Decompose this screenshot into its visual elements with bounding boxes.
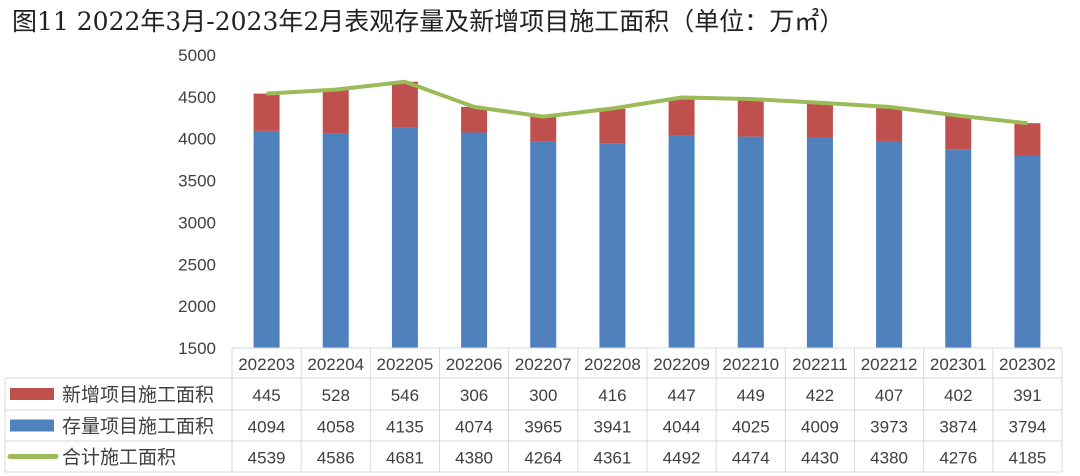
data-cell: 402	[944, 386, 972, 405]
bar-existing	[253, 130, 280, 348]
data-cell: 447	[667, 386, 695, 405]
data-cell: 4539	[248, 449, 286, 468]
data-cell: 300	[529, 386, 557, 405]
legend-label: 新增项目施工面积	[62, 384, 214, 406]
data-cell: 3874	[939, 418, 977, 437]
line-total	[266, 79, 1028, 126]
bar-new	[737, 99, 764, 137]
x-tick-label: 202301	[930, 355, 987, 374]
data-cell: 391	[1013, 386, 1041, 405]
x-tick-label: 202205	[377, 355, 434, 374]
x-tick-label: 202207	[515, 355, 572, 374]
data-cell: 3965	[524, 418, 562, 437]
bar-new	[1014, 123, 1041, 156]
y-tick-label: 3500	[178, 172, 216, 191]
y-tick-label: 3000	[178, 213, 216, 232]
data-cell: 3973	[870, 418, 908, 437]
legend-label: 合计施工面积	[62, 447, 176, 469]
data-cell: 4586	[317, 449, 355, 468]
bar-existing	[876, 140, 903, 348]
x-tick-label: 202206	[446, 355, 503, 374]
data-cell: 416	[598, 386, 626, 405]
data-cell: 3794	[1009, 418, 1047, 437]
x-tick-label: 202209	[653, 355, 710, 374]
legend-key	[10, 419, 54, 432]
x-tick-label: 202302	[999, 355, 1056, 374]
bar-new	[322, 89, 349, 134]
bar-existing	[737, 136, 764, 348]
data-cell: 528	[322, 386, 350, 405]
bar-existing	[806, 137, 833, 348]
data-cell: 4430	[801, 449, 839, 468]
data-cell: 4135	[386, 418, 424, 437]
x-tick-label: 202203	[238, 355, 295, 374]
bar-existing	[1014, 155, 1041, 348]
legend-key	[10, 388, 54, 400]
bar-existing	[668, 135, 695, 348]
data-cell: 4058	[317, 418, 355, 437]
data-cell: 445	[252, 386, 280, 405]
bar-existing	[599, 143, 626, 348]
bar-new	[391, 81, 418, 128]
data-cell: 3941	[594, 418, 632, 437]
y-tick-label: 4500	[178, 88, 216, 107]
data-cell: 4380	[455, 449, 493, 468]
data-cell: 4185	[1009, 449, 1047, 468]
bar-new	[599, 108, 626, 144]
bar-new	[806, 102, 833, 138]
data-cell: 4009	[801, 418, 839, 437]
data-cell: 4361	[594, 449, 632, 468]
bar-new	[530, 116, 557, 142]
data-cell: 306	[460, 386, 488, 405]
x-tick-label: 202210	[722, 355, 779, 374]
data-cell: 4044	[663, 418, 701, 437]
data-cell: 4264	[524, 449, 562, 468]
data-cell: 4025	[732, 418, 770, 437]
y-tick-label: 1500	[178, 339, 216, 358]
bar-existing	[391, 127, 418, 348]
y-tick-label: 2500	[178, 255, 216, 274]
bar-new	[253, 93, 280, 131]
data-cell: 4681	[386, 449, 424, 468]
data-cell: 449	[737, 386, 765, 405]
bar-existing	[461, 132, 488, 348]
x-tick-label: 202212	[861, 355, 918, 374]
data-cell: 4380	[870, 449, 908, 468]
bar-existing	[530, 141, 557, 348]
legend-label: 存量项目施工面积	[62, 416, 214, 438]
bar-existing	[945, 149, 972, 348]
y-tick-label: 2000	[178, 297, 216, 316]
chart-title: 图11 2022年3月-2023年2月表观存量及新增项目施工面积（单位：万㎡）	[12, 7, 845, 36]
bar-new	[876, 106, 903, 141]
x-tick-label: 202208	[584, 355, 641, 374]
x-tick-label: 202211	[792, 355, 847, 374]
bar-new	[668, 97, 695, 136]
y-tick-label: 4000	[178, 130, 216, 149]
data-cell: 4074	[455, 418, 493, 437]
data-cell: 4474	[732, 449, 770, 468]
bar-existing	[322, 133, 349, 348]
data-cell: 4492	[663, 449, 701, 468]
data-cell: 546	[391, 386, 419, 405]
bar-new	[945, 115, 972, 150]
x-tick-label: 202204	[307, 355, 364, 374]
data-cell: 422	[806, 386, 834, 405]
bar-new	[461, 106, 488, 133]
data-cell: 4276	[939, 449, 977, 468]
y-tick-label: 5000	[178, 46, 216, 65]
data-cell: 4094	[248, 418, 286, 437]
data-cell: 407	[875, 386, 903, 405]
